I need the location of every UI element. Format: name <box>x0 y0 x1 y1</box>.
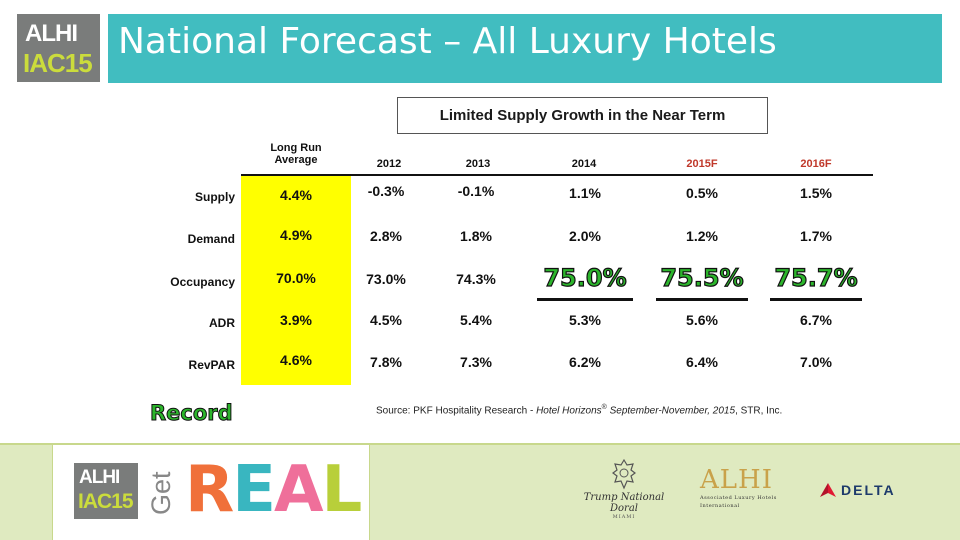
cell-revpar-lra: 4.6% <box>280 352 312 368</box>
cell-demand-2014: 2.0% <box>569 228 601 244</box>
cell-occupancy-2016f-record: 75.7% <box>774 263 858 292</box>
subtitle-box: Limited Supply Growth in the Near Term <box>397 97 768 134</box>
delta-logo: DELTA <box>820 482 896 498</box>
record-label: Record <box>150 401 234 426</box>
real-letter-r: R <box>185 453 234 527</box>
row-label-supply: Supply <box>194 190 235 204</box>
delta-widget-icon <box>820 483 836 497</box>
cell-supply-lra: 4.4% <box>280 187 312 203</box>
header-2015f: 2015F <box>686 158 718 170</box>
cell-revpar-2014: 6.2% <box>569 354 601 370</box>
source-reg: ® <box>601 404 607 411</box>
source-note: Source: PKF Hospitality Research - Hotel… <box>376 404 782 416</box>
source-edition: September-November, 2015 <box>606 405 736 417</box>
cell-demand-lra: 4.9% <box>280 227 312 243</box>
header-rule <box>241 174 873 176</box>
source-prefix: Source: PKF Hospitality Research - <box>376 405 537 417</box>
cell-supply-2012: -0.3% <box>367 183 405 199</box>
alhi-iac15-logo: ALHI IAC15 <box>17 14 100 82</box>
cell-adr-2016f: 6.7% <box>800 312 832 328</box>
row-label-demand: Demand <box>187 232 235 246</box>
long-run-average-highlight <box>241 175 351 385</box>
slide-title: National Forecast – All Luxury Hotels <box>118 21 777 62</box>
row-label-revpar: RevPAR <box>188 358 235 372</box>
cell-occupancy-2014-record: 75.0% <box>543 263 627 292</box>
footer-logo-line1: ALHI <box>79 467 120 488</box>
underline-2015f <box>656 298 748 301</box>
cell-revpar-2013: 7.3% <box>460 354 492 370</box>
header-lra-line2: Average <box>274 154 318 166</box>
alhi-line2: International <box>700 503 740 509</box>
footer-logo-line2: IAC15 <box>78 490 134 513</box>
crest-icon <box>612 458 636 490</box>
cell-occupancy-2012: 73.0% <box>366 271 406 287</box>
cell-occupancy-lra: 70.0% <box>276 270 316 286</box>
delta-word: DELTA <box>841 482 896 498</box>
underline-2014 <box>537 298 633 301</box>
logo-line1: ALHI <box>25 20 78 47</box>
row-label-adr: ADR <box>209 316 235 330</box>
get-rotated-text: Get <box>146 471 176 515</box>
cell-adr-2015f: 5.6% <box>686 312 718 328</box>
cell-revpar-2016f: 7.0% <box>800 354 832 370</box>
cell-demand-2016f: 1.7% <box>800 228 832 244</box>
cell-occupancy-2013: 74.3% <box>456 271 496 287</box>
cell-supply-2016f: 1.5% <box>800 185 832 201</box>
alhi-big: ALHI <box>700 465 773 495</box>
footer-band <box>0 443 960 540</box>
real-letter-a: A <box>274 453 324 527</box>
source-publication: Hotel Horizons <box>536 405 602 417</box>
header-2012: 2012 <box>376 158 402 170</box>
cell-demand-2012: 2.8% <box>370 228 402 244</box>
logo-line2: IAC15 <box>23 48 93 78</box>
title-bar: National Forecast – All Luxury Hotels <box>108 14 942 83</box>
header-lra-line1: Long Run <box>270 142 322 154</box>
cell-demand-2015f: 1.2% <box>686 228 718 244</box>
footer-alhi-logo: ALHI IAC15 <box>74 463 138 519</box>
header-2014: 2014 <box>571 158 597 170</box>
cell-supply-2014: 1.1% <box>569 185 601 201</box>
cell-revpar-2015f: 6.4% <box>686 354 718 370</box>
cell-occupancy-2015f-record: 75.5% <box>660 263 744 292</box>
header-long-run-average: Long Run Average <box>241 142 351 166</box>
real-letter-e: E <box>232 453 276 527</box>
real-wordmark: REAL <box>185 453 363 527</box>
cell-adr-2012: 4.5% <box>370 312 402 328</box>
header-2016f: 2016F <box>800 158 832 170</box>
header-2013: 2013 <box>465 158 491 170</box>
cell-adr-2014: 5.3% <box>569 312 601 328</box>
cell-demand-2013: 1.8% <box>460 228 492 244</box>
trump-name: Trump National Doral <box>583 492 665 514</box>
cell-adr-2013: 5.4% <box>460 312 492 328</box>
source-suffix: , STR, Inc. <box>735 405 783 417</box>
get-label: Get <box>146 471 176 515</box>
cell-adr-lra: 3.9% <box>280 312 312 328</box>
cell-supply-2013: -0.1% <box>457 183 495 199</box>
row-label-occupancy: Occupancy <box>170 275 235 289</box>
trump-sub: MIAMI <box>612 514 636 520</box>
trump-national-doral-logo: Trump National Doral MIAMI <box>572 458 676 520</box>
cell-supply-2015f: 0.5% <box>686 185 718 201</box>
alhi-international-logo: ALHI Associated Luxury Hotels Internatio… <box>700 466 790 510</box>
alhi-line1: Associated Luxury Hotels <box>700 495 777 501</box>
real-letter-l: L <box>321 453 363 527</box>
underline-2016f <box>770 298 862 301</box>
cell-revpar-2012: 7.8% <box>370 354 402 370</box>
